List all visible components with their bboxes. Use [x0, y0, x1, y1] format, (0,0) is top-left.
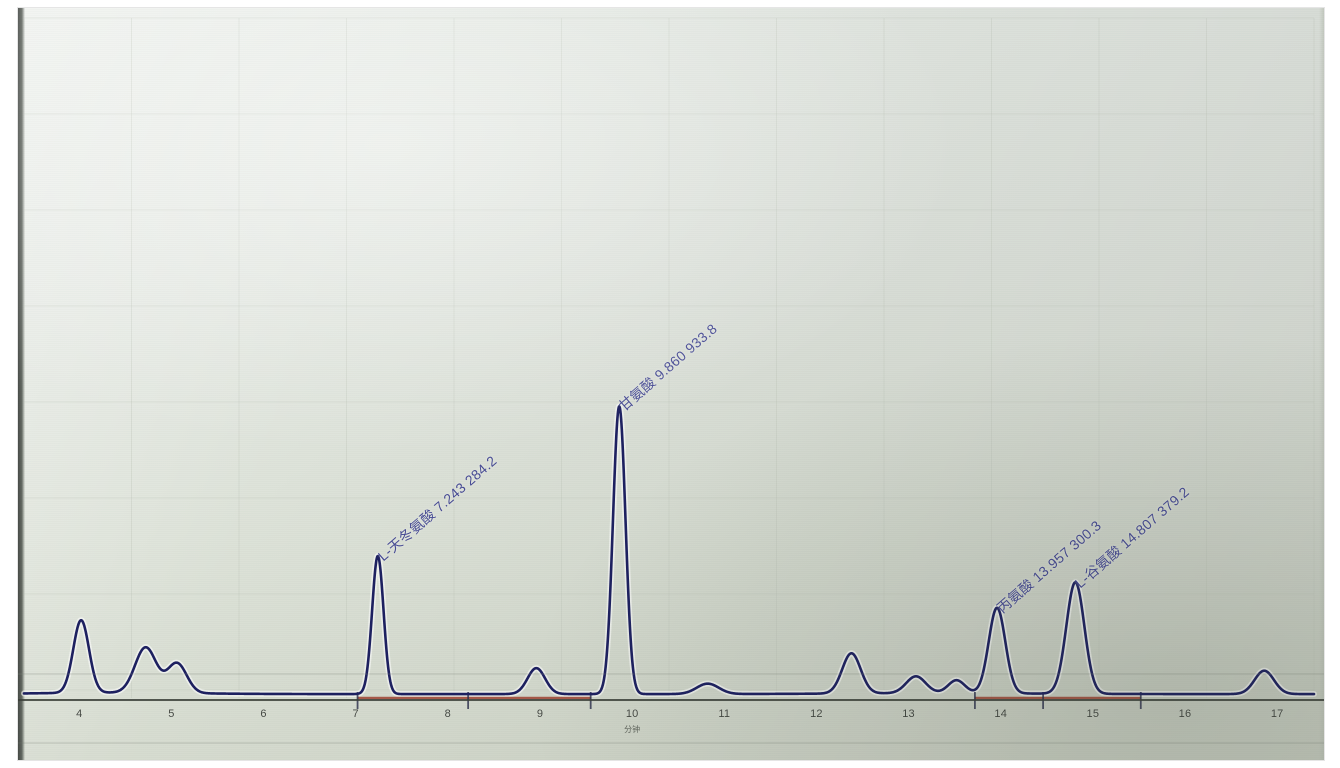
baseline-layer [356, 692, 1142, 709]
x-axis-tick-8: 8 [444, 708, 452, 720]
chromatogram-photo: L-天冬氨酸 7.243 284.2 甘氨酸 9.860 933.8 丙氨酸 13.… [18, 8, 1324, 760]
grid-layer [23, 17, 1315, 698]
x-axis-tick-4: 4 [76, 708, 83, 720]
x-axis-tick-14: 14 [994, 708, 1008, 720]
x-axis-tick-15: 15 [1086, 708, 1100, 720]
x-axis-tick-16: 16 [1178, 708, 1192, 720]
x-axis-tick-11: 11 [718, 708, 731, 720]
chromatogram-plot [18, 17, 1324, 744]
x-axis-tick-9: 9 [536, 708, 544, 720]
x-axis-tick-12: 12 [810, 708, 823, 720]
x-axis-tick-13: 13 [902, 708, 915, 720]
x-axis-tick-6: 6 [260, 708, 267, 720]
x-axis-tick-17: 17 [1270, 708, 1284, 720]
x-axis-tick-7: 7 [352, 708, 359, 720]
x-axis-unit-label: 分钟 [624, 725, 641, 734]
x-axis-tick-10: 10 [625, 708, 639, 720]
x-axis-tick-5: 5 [168, 708, 175, 720]
left-screen-edge [18, 8, 25, 760]
chromatogram-trace [22, 405, 1316, 696]
right-screen-edge [1319, 8, 1324, 760]
